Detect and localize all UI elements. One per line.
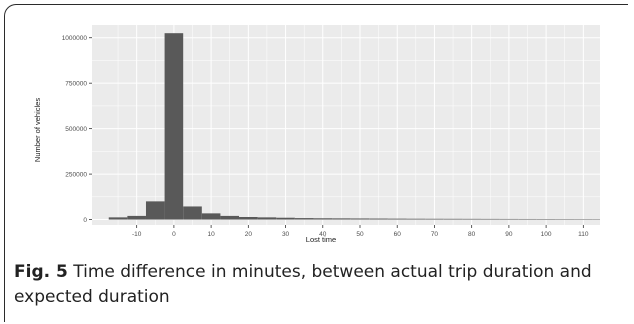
x-tick-label: 50	[356, 231, 364, 238]
x-tick-label: 100	[541, 231, 552, 238]
x-tick-label: 110	[578, 231, 589, 238]
histogram-bar	[127, 215, 146, 220]
y-tick-label: 500000	[65, 126, 87, 133]
x-axis-ticks: -10 0 10 20 30 40 50 60 70 80 90 100 110	[132, 225, 589, 238]
x-tick-label: 60	[394, 231, 402, 238]
x-tick-label: 90	[505, 231, 513, 238]
histogram-bar	[332, 218, 351, 220]
histogram-bar	[145, 201, 165, 220]
histogram-bar	[239, 217, 258, 220]
histogram-bar	[406, 218, 426, 220]
histogram-bar	[257, 217, 277, 220]
y-tick-label: 250000	[65, 172, 87, 179]
histogram-bar	[443, 218, 463, 220]
histogram-bar	[164, 33, 184, 220]
y-tick-label: 750000	[65, 81, 87, 88]
y-tick-label: 1000000	[62, 35, 88, 42]
x-tick-label: 20	[245, 231, 253, 238]
bars	[108, 33, 600, 220]
x-tick-label: 40	[319, 231, 327, 238]
histogram-bar	[499, 218, 519, 220]
histogram-bar	[480, 218, 500, 220]
x-axis-label: Lost time	[306, 235, 336, 244]
x-tick-label: 10	[207, 231, 215, 238]
histogram-bar	[220, 215, 240, 220]
histogram-bar	[294, 218, 314, 220]
histogram-bar	[462, 218, 481, 220]
histogram-bar	[387, 218, 407, 220]
caption-text: Time difference in minutes, between actu…	[14, 262, 592, 307]
histogram-bar	[183, 206, 202, 220]
histogram-bar	[555, 219, 575, 220]
figure-caption: Fig. 5 Time difference in minutes, betwe…	[14, 260, 614, 310]
x-tick-label: 30	[282, 231, 290, 238]
y-tick-label: 0	[83, 217, 87, 224]
y-axis-label: Number of vehicles	[33, 98, 42, 162]
histogram-chart: 0 250000 500000 750000 1000000 -10 0 10 20 30 40 5…	[33, 25, 600, 244]
x-tick-label: 0	[172, 231, 176, 238]
histogram-bar	[536, 219, 556, 220]
histogram-bar	[276, 217, 295, 220]
histogram-bar	[313, 218, 333, 220]
histogram-bar	[425, 218, 444, 220]
histogram-bar	[108, 217, 128, 220]
caption-label: Fig. 5	[14, 262, 68, 282]
histogram-bar	[518, 218, 537, 220]
y-axis-ticks: 0 250000 500000 750000 1000000	[62, 35, 92, 224]
histogram-bar	[350, 218, 370, 220]
x-tick-label: 70	[431, 231, 439, 238]
figure-frame	[4, 4, 628, 322]
x-tick-label: -10	[132, 231, 142, 238]
histogram-bar	[369, 218, 388, 220]
histogram-bar	[201, 213, 221, 220]
x-tick-label: 80	[468, 231, 476, 238]
